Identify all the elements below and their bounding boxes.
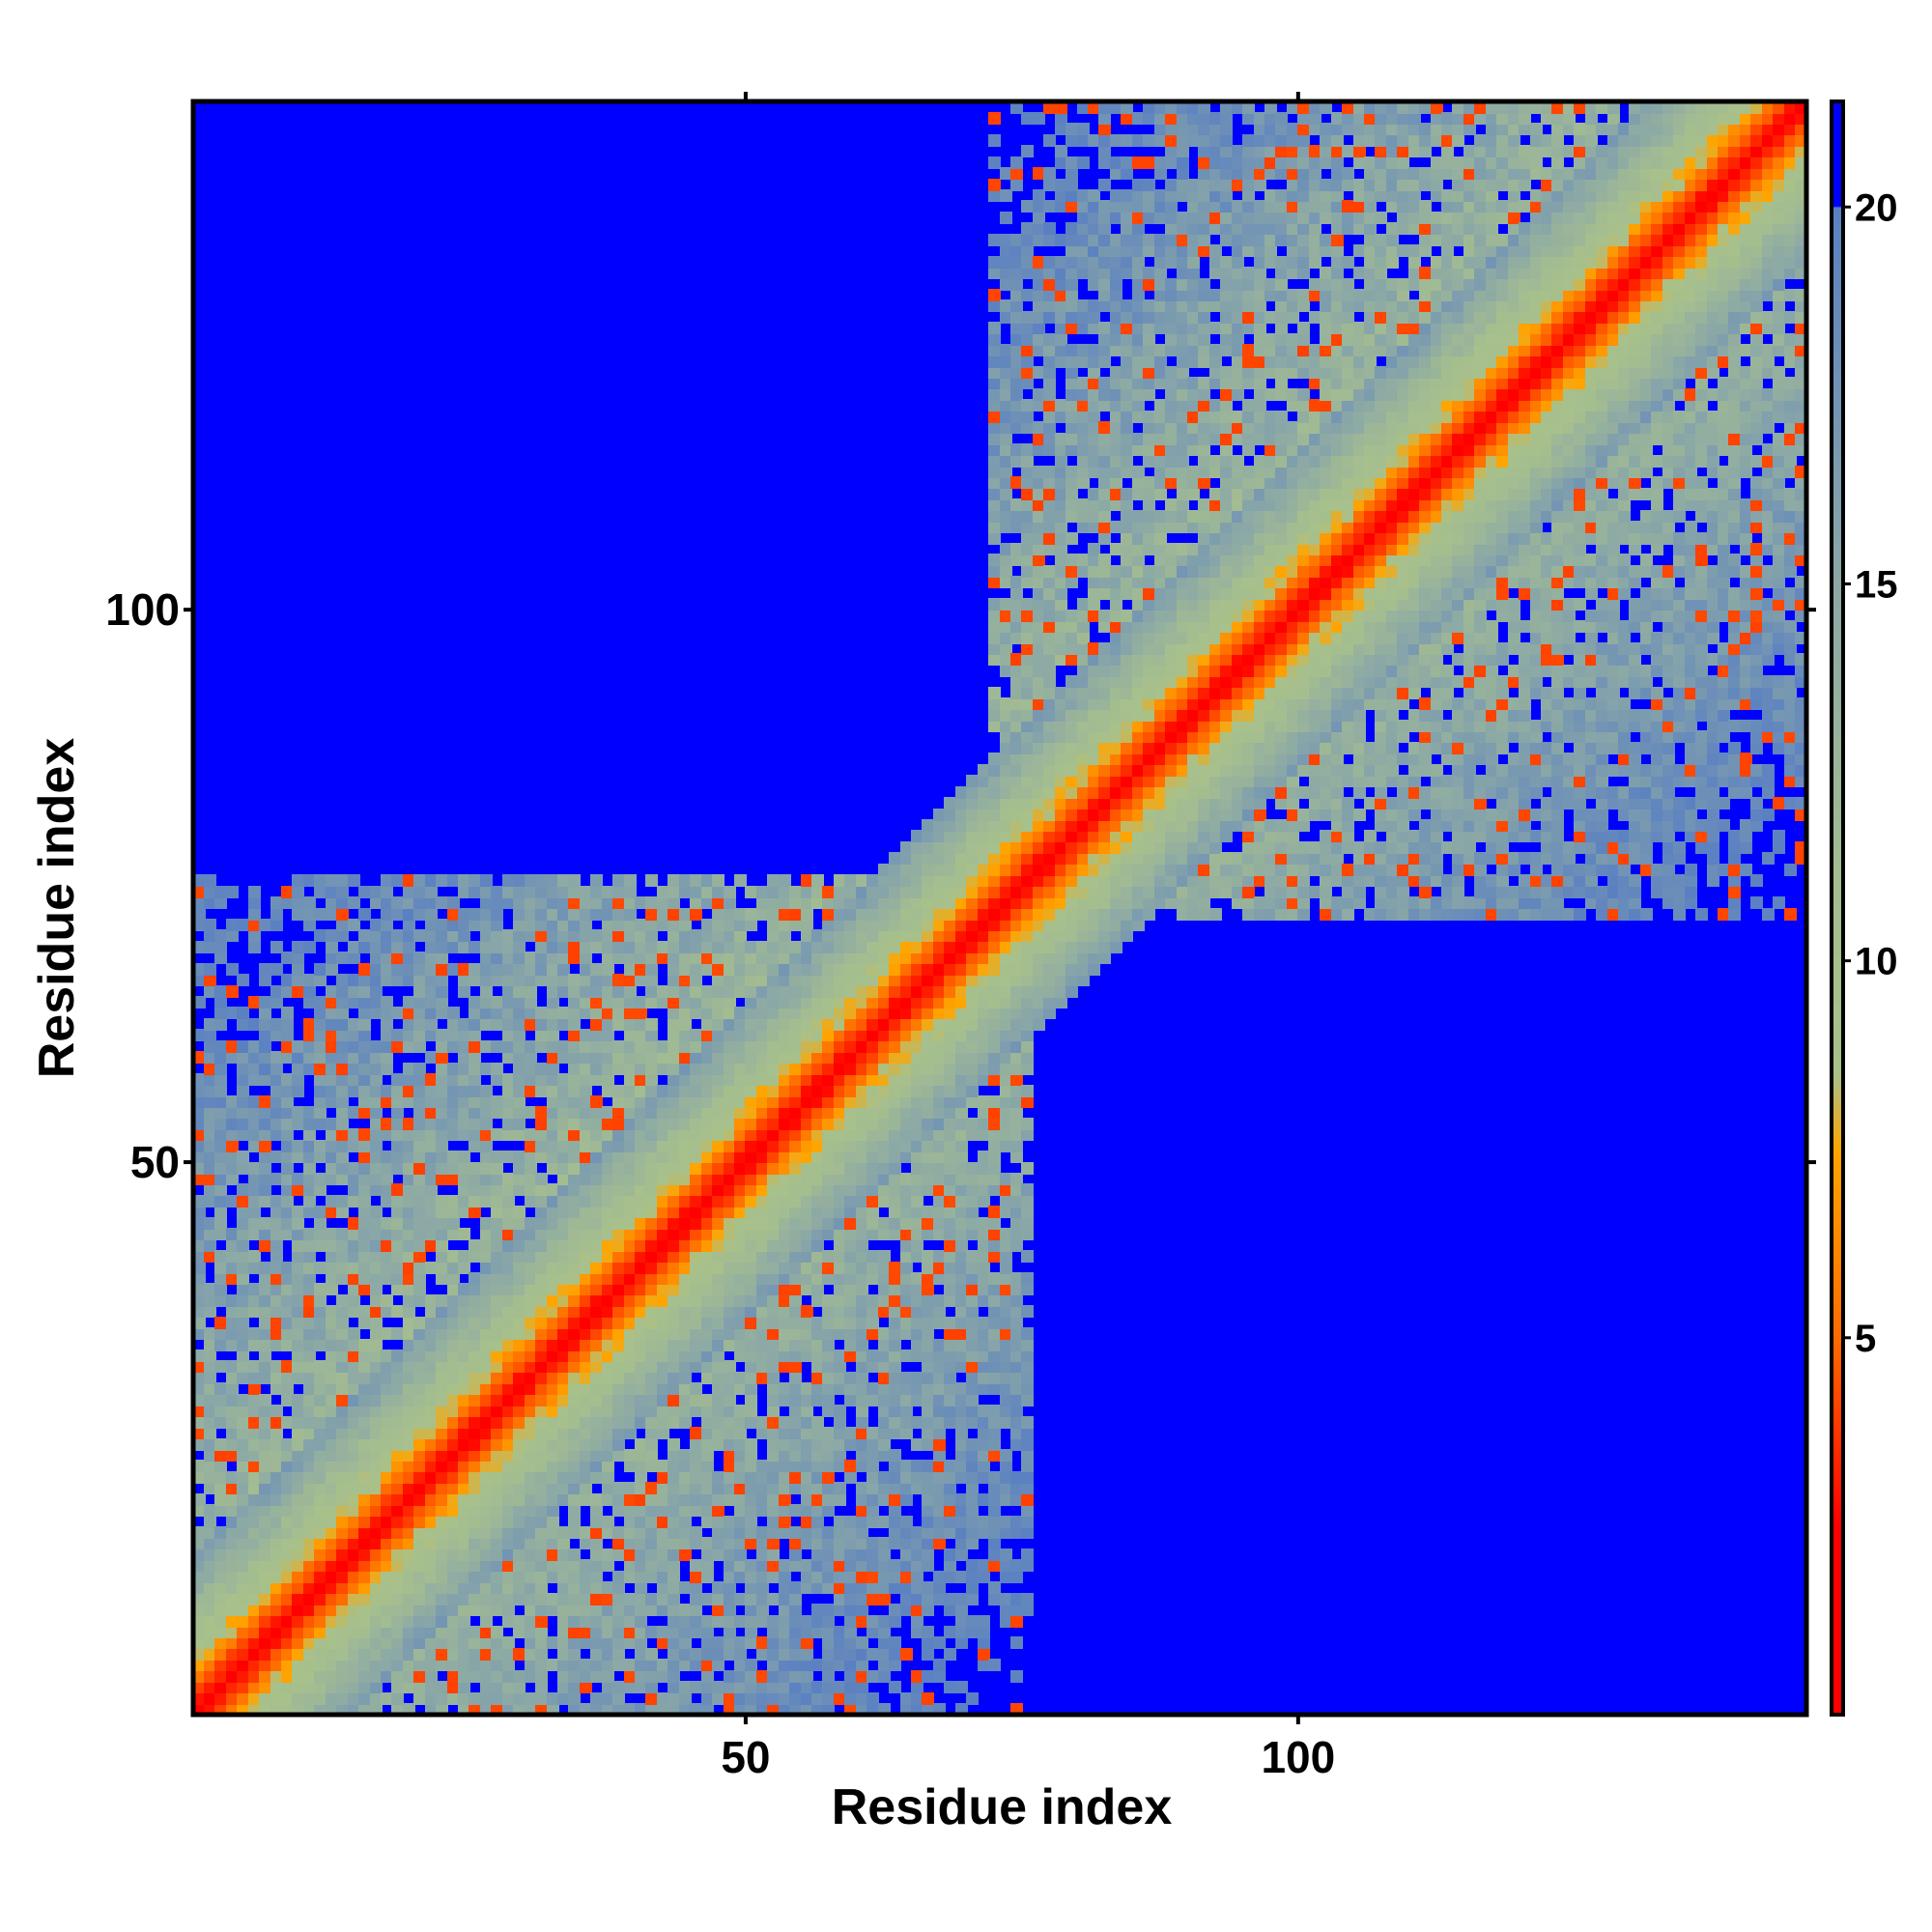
- colorbar: 5 10 15 20: [1830, 99, 1898, 1717]
- y-tick-label: 100: [105, 584, 180, 635]
- colorbar-tick-label: 10: [1855, 941, 1898, 983]
- colorbar-tick-label: 15: [1855, 563, 1898, 606]
- x-axis: 50 100: [721, 92, 1335, 1782]
- x-axis-title: Residue index: [832, 1779, 1173, 1835]
- heatmap-cells: [193, 101, 1806, 1715]
- heatmap-layer: [193, 101, 1806, 1715]
- y-tick-label: 50: [130, 1137, 180, 1187]
- y-axis-title: Residue index: [29, 738, 85, 1079]
- colorbar-tick-label: 20: [1855, 186, 1898, 229]
- x-tick-label: 100: [1261, 1732, 1335, 1782]
- colorbar-tick-label: 5: [1855, 1318, 1876, 1360]
- x-tick-label: 50: [721, 1732, 770, 1782]
- plot-frame: [190, 99, 1809, 1718]
- y-axis: 50 100: [105, 584, 1816, 1187]
- colorbar-gradient: [1832, 101, 1843, 1715]
- colorbar-frame: [1830, 99, 1845, 1717]
- colorbar-ticks: 5 10 15 20: [1843, 186, 1898, 1360]
